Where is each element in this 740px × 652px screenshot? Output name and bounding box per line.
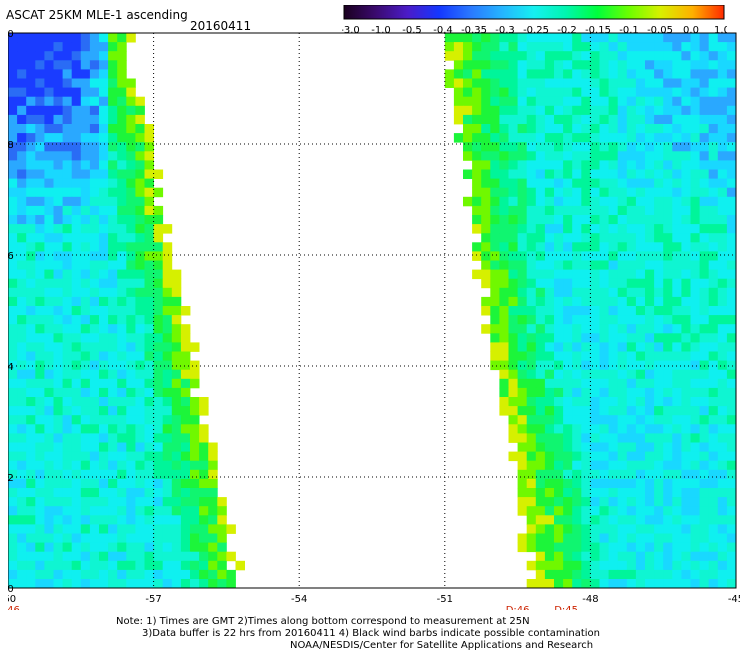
colorbar-gradient	[343, 5, 725, 20]
colorbar-tick-label: 1.0	[714, 25, 727, 35]
map-frame	[8, 32, 737, 589]
map-title: ASCAT 25KM MLE-1 ascending	[6, 8, 188, 22]
lat-tick-label: 22	[8, 473, 14, 484]
time-label: D:46	[8, 605, 20, 610]
lon-tick-label: -60	[8, 594, 16, 605]
wind-field	[8, 33, 737, 589]
lon-tick-label: -54	[291, 594, 307, 605]
colorbar-tick-label: -0.15	[585, 25, 611, 35]
footnote-line-1: Note: 1) Times are GMT 2)Times along bot…	[116, 616, 530, 627]
map-date: 20160411	[190, 19, 252, 33]
colorbar-tick-label: -0.2	[557, 25, 577, 35]
footnote-line-3: NOAA/NESDIS/Center for Satellite Applica…	[290, 640, 594, 651]
lat-tick-label: 28	[8, 140, 14, 151]
colorbar-tick-label: -1.0	[371, 25, 391, 35]
lon-tick-label: -57	[145, 594, 161, 605]
lat-tick-label: 30	[8, 29, 14, 40]
time-label: D:46	[506, 605, 530, 610]
footnote-line-2: 3)Data buffer is 22 hrs from 20160411 4)…	[142, 628, 600, 639]
lon-tick-label: -51	[437, 594, 453, 605]
lat-tick-label: 24	[8, 362, 14, 373]
colorbar-tick-label: -0.5	[402, 25, 422, 35]
lat-tick-label: 20	[8, 584, 14, 595]
wind-map: 30 28 26 24 22 20-60 -57 -54 -51 -48 -45 D:46 D:46 D:…	[8, 29, 740, 610]
colorbar-tick-label: -0.4	[433, 25, 453, 35]
lon-tick-label: -48	[582, 594, 598, 605]
time-label: D:45	[554, 605, 578, 610]
lat-tick-label: 26	[8, 251, 14, 262]
colorbar-tick-label: -0.35	[461, 25, 487, 35]
colorbar-tick-label: -0.05	[647, 25, 673, 35]
colorbar-tick-label: 0.0	[683, 25, 699, 35]
colorbar-tick-label: -0.3	[495, 25, 515, 35]
lon-tick-label: -45	[728, 594, 740, 605]
colorbar-tick-label: -0.1	[619, 25, 639, 35]
colorbar-tick-label: -3.0	[342, 25, 360, 35]
colorbar-tick-label: -0.25	[523, 25, 549, 35]
colorbar: -3.0 -1.0 -0.5 -0.4 -0.35 -0.3 -0.25 -0.2 -0.15-…	[342, 5, 727, 35]
